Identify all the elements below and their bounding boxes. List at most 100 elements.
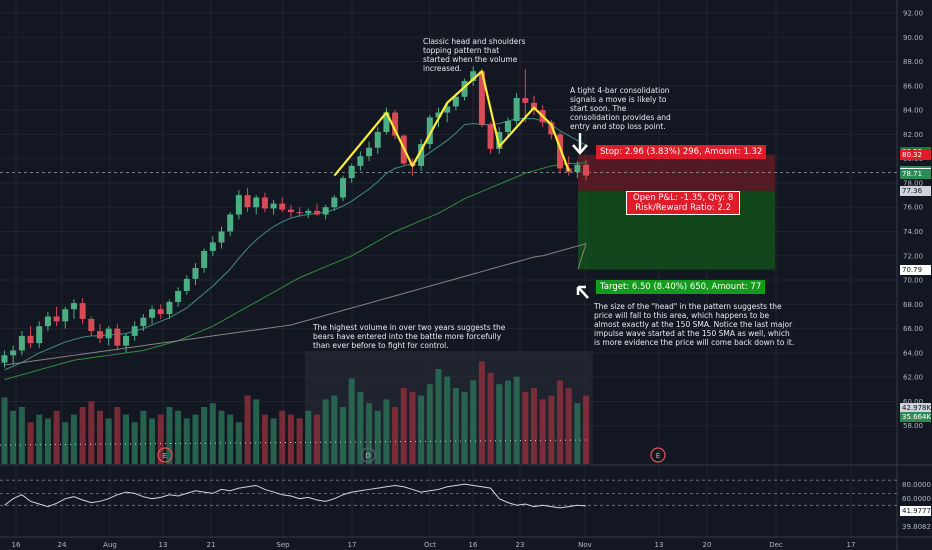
sma-slow-extension — [577, 243, 587, 270]
candle-body — [522, 97, 529, 103]
candle-body — [418, 144, 425, 166]
volume-bar — [183, 418, 190, 464]
candle-body — [201, 250, 208, 268]
volume-bar — [322, 399, 329, 464]
candle-body — [348, 165, 355, 179]
volume-bar — [366, 403, 373, 464]
volume-bar — [192, 414, 199, 464]
candle-body — [366, 147, 373, 157]
rsi-axis-tag: 80.0000 — [902, 481, 931, 489]
volume-bar — [574, 403, 581, 464]
time-tick-label: Dec — [769, 541, 783, 549]
price-tick-label: 90.00 — [903, 34, 923, 42]
volume-bar — [348, 378, 355, 464]
volume-bar — [409, 391, 416, 464]
volume-bar — [27, 422, 34, 464]
price-tick-label: 58.00 — [903, 422, 923, 430]
candle-body — [452, 96, 459, 107]
candle-body — [44, 316, 51, 327]
price-axis-tag: 77.36 — [900, 185, 931, 196]
volume-bar — [88, 401, 95, 464]
volume-bar — [296, 418, 303, 464]
price-axis-tag: 70.79 — [900, 265, 931, 276]
open-pnl-text: Open P&L: -1.35, Qty: 8 — [633, 193, 734, 203]
volume-bar — [62, 422, 69, 464]
up-left-arrow-icon — [576, 285, 589, 299]
candle-body — [131, 326, 138, 336]
volume-bar — [470, 380, 477, 464]
volume-bar — [270, 418, 277, 464]
candle-body — [27, 335, 34, 344]
candle-body — [192, 267, 199, 279]
price-tick-label: 84.00 — [903, 107, 923, 115]
price-tick-label: 68.00 — [903, 301, 923, 309]
volume-bar — [36, 414, 43, 464]
candle-body — [157, 309, 164, 315]
rsi-axis-tag: 41.9777 — [900, 506, 931, 516]
volume-bar — [340, 407, 347, 464]
volume-bar — [418, 395, 425, 464]
volume-bar — [539, 399, 546, 464]
candle-body — [374, 131, 381, 148]
volume-bar — [522, 391, 529, 464]
volume-bar — [70, 414, 77, 464]
candle-body — [114, 328, 121, 346]
consolidation-annotation: A tight 4-bar consolidation signals a mo… — [570, 86, 671, 131]
candle-body — [574, 164, 581, 173]
time-tick-label: 13 — [159, 541, 168, 549]
volume-bar — [374, 410, 381, 464]
risk-reward-text: Risk/Reward Ratio: 2.2 — [635, 203, 731, 213]
time-tick-label: 17 — [348, 541, 357, 549]
candle-body — [322, 207, 329, 215]
volume-bar — [305, 410, 312, 464]
volume-bar — [244, 395, 251, 464]
candle-body — [487, 124, 494, 149]
pattern-annotation: Classic head and shoulders topping patte… — [423, 37, 526, 73]
time-tick-label: 24 — [58, 541, 67, 549]
volume-axis-tag: 35.664K — [900, 412, 932, 422]
price-tick-label: 88.00 — [903, 58, 923, 66]
volume-bar — [166, 407, 173, 464]
candle-body — [305, 210, 312, 214]
volume-bar — [392, 407, 399, 464]
rsi-axis-tag: 39.8082 — [902, 523, 931, 531]
candle-body — [218, 231, 225, 243]
volume-bar — [96, 410, 103, 464]
candle-body — [10, 350, 17, 356]
volume-bar — [140, 410, 147, 464]
volume-bar — [18, 407, 25, 464]
stop-label: Stop: 2.96 (3.83%) 296, Amount: 1.32 — [596, 145, 767, 159]
price-tick-label: 60.00 — [903, 398, 923, 406]
volume-bar — [496, 384, 503, 464]
candle-body — [62, 309, 69, 322]
candle-body — [530, 102, 537, 111]
candle-body — [313, 210, 320, 215]
volume-bar — [487, 372, 494, 464]
price-tick-label: 74.00 — [903, 228, 923, 236]
volume-bar — [452, 388, 459, 464]
event-marker-circle — [360, 447, 376, 463]
volume-bar — [357, 391, 364, 464]
price-axis-tag: 78.71 — [900, 169, 931, 180]
volume-bar — [1, 397, 8, 464]
volume-bar — [400, 388, 407, 464]
volume-bar — [131, 422, 138, 464]
price-tick-label: 86.00 — [903, 82, 923, 90]
candle-body — [548, 122, 555, 135]
volume-bar — [253, 399, 260, 464]
volume-ma-line — [0, 439, 591, 446]
candle-body — [296, 212, 303, 214]
time-tick-label: 16 — [469, 541, 478, 549]
event-marker-label: D — [365, 452, 370, 460]
candle-body — [504, 121, 511, 132]
volume-bar — [227, 414, 234, 464]
volume-bar — [444, 376, 451, 464]
candle-body — [287, 209, 294, 213]
volume-bar — [583, 395, 590, 464]
time-tick-label: Aug — [103, 541, 117, 549]
event-marker-label: E — [656, 452, 660, 460]
time-tick-label: 23 — [516, 541, 525, 549]
price-tick-label: 64.00 — [903, 349, 923, 357]
volume-bar — [149, 418, 156, 464]
